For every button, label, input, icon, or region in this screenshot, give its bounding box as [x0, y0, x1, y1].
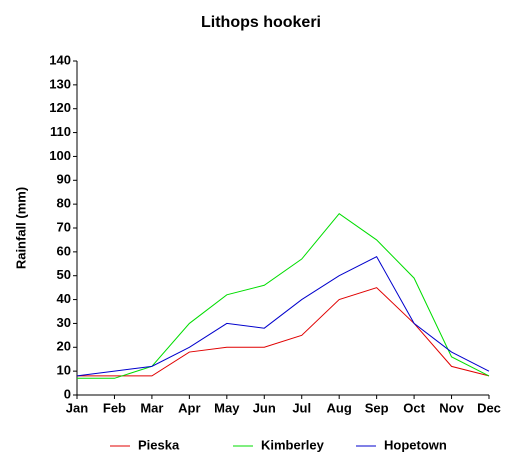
y-tick-label: 70: [57, 219, 71, 234]
y-tick-label: 100: [49, 148, 71, 163]
y-tick-label: 30: [57, 315, 71, 330]
legend-label: Pieska: [138, 437, 180, 452]
x-tick-label: Jul: [292, 400, 311, 415]
y-tick-label: 90: [57, 172, 71, 187]
legend-label: Kimberley: [261, 437, 325, 452]
chart-title: Lithops hookeri: [201, 14, 321, 31]
y-tick-label: 20: [57, 339, 71, 354]
x-tick-label: Jan: [66, 400, 88, 415]
x-tick-label: Oct: [403, 400, 425, 415]
y-tick-label: 140: [49, 52, 71, 67]
y-axis-label: Rainfall (mm): [13, 187, 28, 269]
y-tick-label: 50: [57, 267, 71, 282]
x-tick-label: May: [214, 400, 240, 415]
y-tick-label: 80: [57, 196, 71, 211]
y-tick-label: 40: [57, 291, 71, 306]
x-tick-label: Aug: [327, 400, 352, 415]
series-line: [77, 213, 490, 379]
y-tick-label: 110: [50, 124, 71, 139]
series-line: [77, 287, 490, 377]
y-tick-label: 60: [57, 243, 71, 258]
y-tick-label: 120: [49, 100, 71, 115]
legend-label: Hopetown: [384, 437, 447, 452]
x-tick-label: Nov: [439, 400, 464, 415]
x-tick-label: Sep: [365, 400, 389, 415]
y-tick-label: 0: [64, 386, 71, 401]
y-tick-label: 130: [49, 76, 71, 91]
x-tick-label: Apr: [178, 400, 200, 415]
series-line: [76, 255, 490, 377]
x-tick-label: Feb: [103, 400, 126, 415]
x-tick-label: Dec: [477, 400, 501, 415]
y-tick-label: 10: [57, 363, 71, 378]
x-tick-label: Jun: [253, 400, 276, 415]
x-tick-label: Mar: [140, 400, 163, 415]
